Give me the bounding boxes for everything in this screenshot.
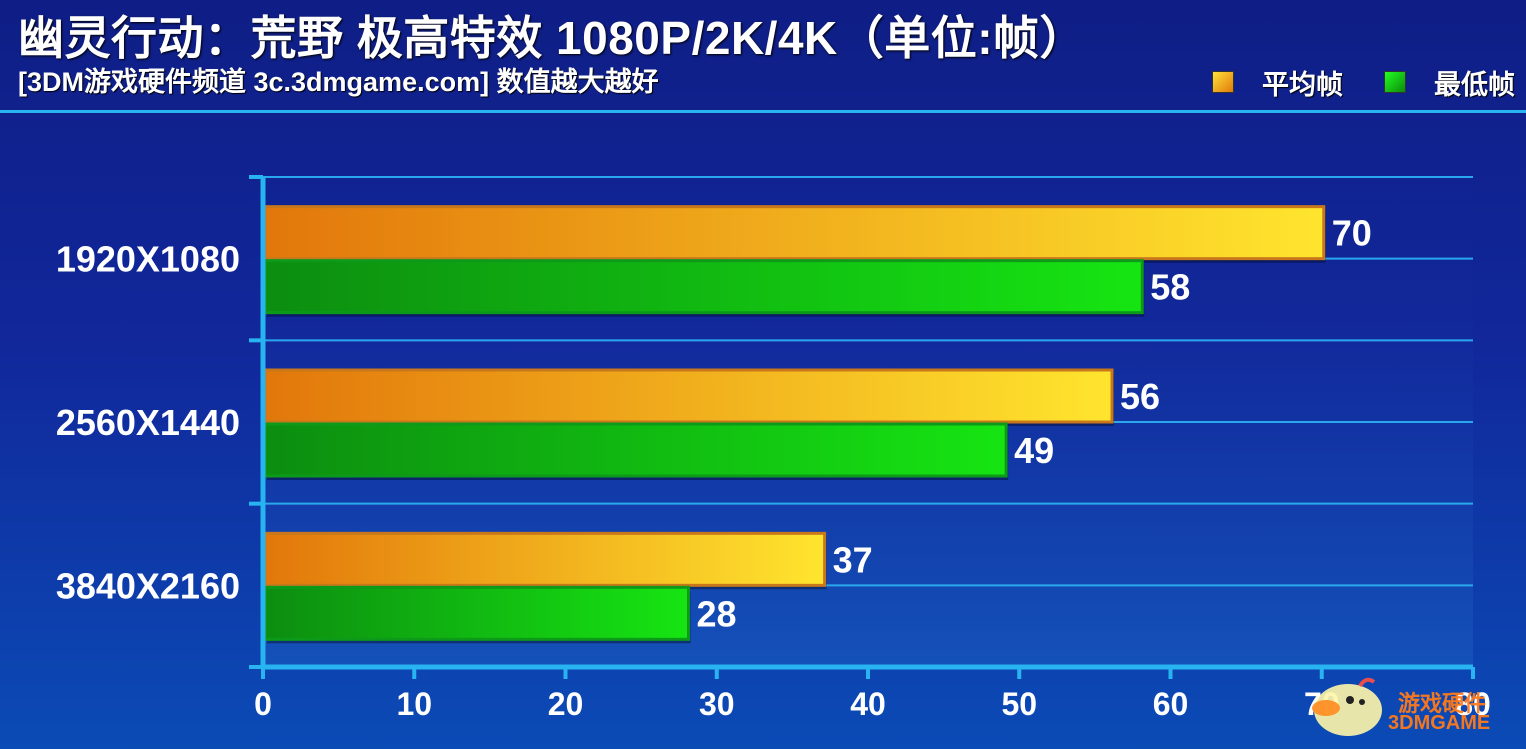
data-label-min: 28 xyxy=(697,593,737,634)
x-tick-label: 40 xyxy=(850,686,886,722)
bar-avg xyxy=(263,368,1114,424)
watermark-brand: 3DMGAME xyxy=(1388,712,1491,734)
data-label-min: 49 xyxy=(1014,430,1054,471)
category-label: 2560X1440 xyxy=(56,402,240,443)
bar-min xyxy=(263,422,1008,478)
legend-label-min: 最低帧 xyxy=(1434,69,1515,100)
x-tick-label: 80 xyxy=(1455,686,1491,722)
chart-header: 幽灵行动：荒野 极高特效 1080P/2K/4K（单位:帧） [3DM游戏硬件频… xyxy=(0,0,1526,113)
duck-mascot-icon xyxy=(1312,677,1382,736)
data-label-avg: 37 xyxy=(833,539,873,580)
watermark-text: 游戏硬件 xyxy=(1398,691,1487,716)
data-label-avg: 56 xyxy=(1120,376,1160,417)
bar-min xyxy=(263,585,690,641)
x-tick-label: 30 xyxy=(699,686,735,722)
bar-avg xyxy=(263,205,1326,261)
x-tick-label: 60 xyxy=(1153,686,1189,722)
legend-label-avg: 平均帧 xyxy=(1262,69,1343,100)
legend-item-avg: 平均帧 xyxy=(1212,64,1343,100)
chart-title: 幽灵行动：荒野 极高特效 1080P/2K/4K（单位:帧） xyxy=(18,12,1087,64)
chart-subtitle: [3DM游戏硬件频道 3c.3dmgame.com] 数值越大越好 xyxy=(18,67,659,97)
x-tick-label: 20 xyxy=(548,686,584,722)
bar-avg xyxy=(263,531,827,587)
x-tick-label: 10 xyxy=(396,686,432,722)
data-label-avg: 70 xyxy=(1332,213,1372,254)
watermark-logo: 游戏硬件 3DMGAME xyxy=(1296,664,1518,744)
bar-min xyxy=(263,259,1144,315)
category-label: 1920X1080 xyxy=(56,239,240,280)
legend-item-min: 最低帧 xyxy=(1384,64,1515,100)
legend-swatch-min xyxy=(1384,71,1406,93)
header-divider xyxy=(0,110,1526,113)
legend-swatch-avg xyxy=(1212,71,1234,93)
x-tick-label: 0 xyxy=(254,686,272,722)
category-label: 3840X2160 xyxy=(56,565,240,606)
data-label-min: 58 xyxy=(1150,267,1190,308)
x-tick-label: 50 xyxy=(1001,686,1037,722)
